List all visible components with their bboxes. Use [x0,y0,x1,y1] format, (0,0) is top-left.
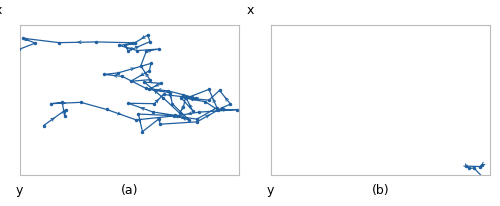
Text: (a): (a) [120,184,138,197]
Text: x: x [246,4,254,17]
Text: y: y [16,184,23,197]
Text: (b): (b) [372,184,390,197]
Text: y: y [267,184,274,197]
Text: x: x [0,4,2,17]
